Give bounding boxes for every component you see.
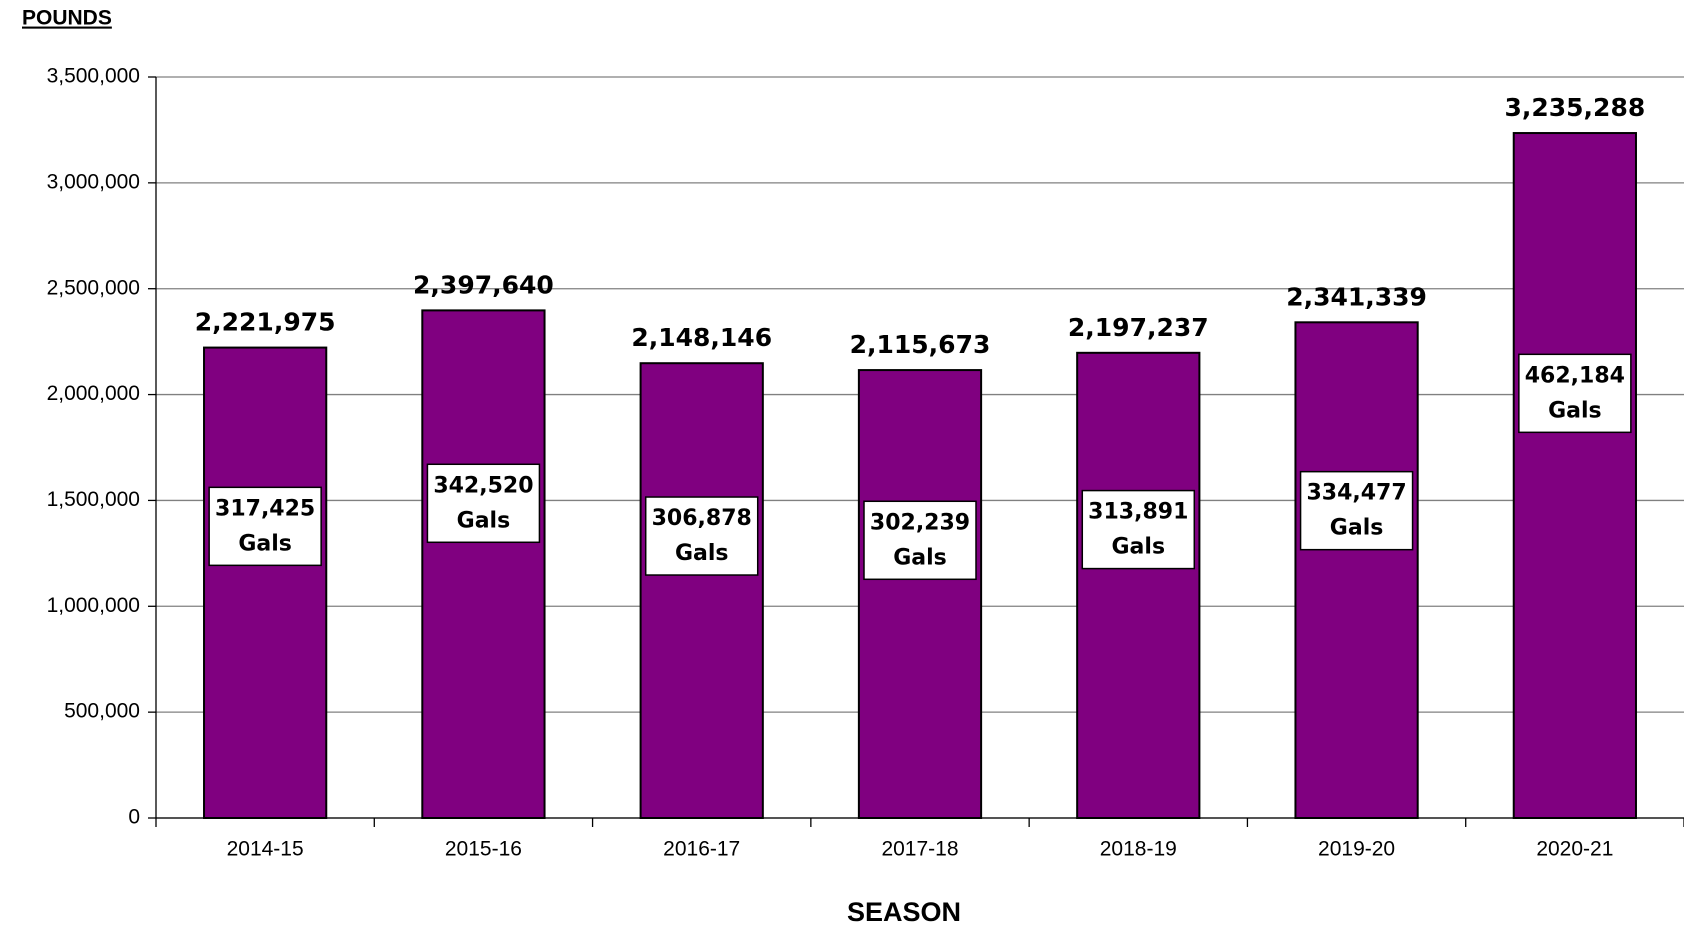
bar: [1512, 132, 1637, 819]
gallons-unit: Gals: [675, 541, 729, 566]
bar: [203, 346, 328, 819]
gallons-label: 342,520: [433, 473, 533, 498]
value-label: 2,221,975: [195, 308, 336, 337]
x-axis-label: SEASON: [847, 897, 961, 927]
y-tick-label: 2,500,000: [47, 276, 140, 299]
y-tick-label: 2,000,000: [47, 382, 140, 405]
gallons-box: [863, 500, 977, 581]
gallons-box: [426, 463, 541, 544]
gallons-box: [644, 496, 759, 576]
y-tick-label: 1,000,000: [47, 594, 140, 617]
gallons-unit: Gals: [893, 545, 947, 570]
bar: [421, 309, 546, 819]
gallons-unit: Gals: [1330, 516, 1384, 541]
x-tick-label: 2014-15: [227, 838, 304, 861]
gallons-label: 313,891: [1088, 500, 1188, 525]
bar: [639, 362, 764, 819]
gallons-unit: Gals: [1112, 535, 1166, 560]
gallons-unit: Gals: [238, 531, 292, 556]
y-axis-label: POUNDS: [22, 7, 112, 30]
y-tick-label: 3,500,000: [47, 65, 140, 88]
x-tick-label: 2016-17: [663, 838, 740, 861]
value-label: 3,235,288: [1504, 93, 1645, 122]
gallons-box: [1518, 353, 1632, 434]
y-tick-label: 500,000: [64, 700, 140, 723]
value-label: 2,341,339: [1286, 282, 1427, 311]
x-tick-label: 2015-16: [445, 838, 522, 861]
gallons-unit: Gals: [457, 508, 511, 533]
x-tick-label: 2018-19: [1100, 838, 1177, 861]
gallons-label: 462,184: [1525, 363, 1625, 388]
x-tick-label: 2020-21: [1536, 838, 1613, 861]
value-label: 2,148,146: [631, 323, 772, 352]
gallons-box: [1299, 470, 1414, 551]
bar: [857, 369, 983, 819]
gallons-label: 334,477: [1306, 481, 1406, 506]
value-label: 2,397,640: [413, 270, 554, 299]
gallons-box: [1081, 489, 1196, 570]
value-label: 2,115,673: [850, 330, 991, 359]
y-tick-label: 3,000,000: [47, 170, 140, 193]
value-label: 2,197,237: [1068, 313, 1209, 342]
x-tick-label: 2019-20: [1318, 838, 1395, 861]
y-tick-label: 1,500,000: [47, 488, 140, 511]
gallons-unit: Gals: [1548, 398, 1602, 423]
bar: [1294, 321, 1419, 819]
gallons-label: 302,239: [870, 510, 970, 535]
gallons-label: 317,425: [215, 496, 315, 521]
bar: [1076, 351, 1201, 819]
gallons-box: [208, 486, 322, 567]
y-tick-label: 0: [128, 806, 140, 829]
x-tick-label: 2017-18: [881, 838, 958, 861]
gallons-label: 306,878: [652, 506, 752, 531]
